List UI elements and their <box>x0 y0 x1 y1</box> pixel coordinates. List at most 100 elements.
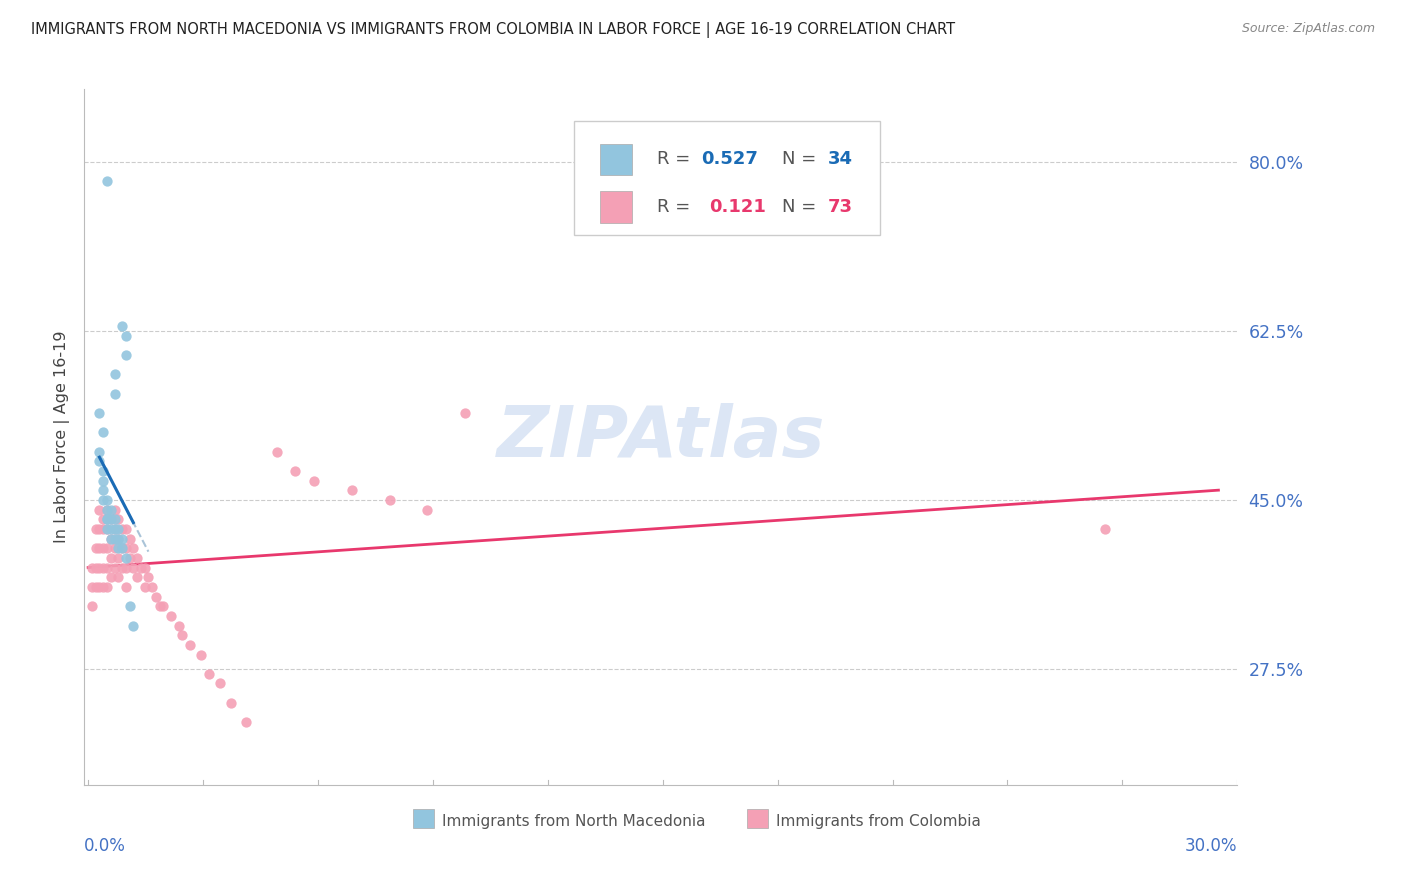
Point <box>96 512 118 526</box>
Point <box>103 368 125 382</box>
Point <box>84 522 107 536</box>
Point <box>100 570 122 584</box>
Point <box>122 560 145 574</box>
Point <box>103 560 125 574</box>
Point <box>100 532 122 546</box>
Point <box>91 464 114 478</box>
Point <box>111 541 134 556</box>
Point <box>96 522 118 536</box>
Point <box>96 560 118 574</box>
Point <box>96 512 118 526</box>
Point <box>91 522 114 536</box>
Point <box>118 599 141 614</box>
Point <box>134 560 156 574</box>
Text: N =: N = <box>782 198 823 216</box>
FancyBboxPatch shape <box>600 192 633 223</box>
Point <box>149 599 172 614</box>
Point <box>221 696 243 710</box>
Point <box>91 560 114 574</box>
Point <box>96 492 118 507</box>
Point <box>80 599 103 614</box>
Point <box>89 541 111 556</box>
Point <box>107 532 129 546</box>
Point <box>122 541 145 556</box>
Point <box>152 599 174 614</box>
Point <box>114 541 136 556</box>
Point <box>100 522 122 536</box>
Point <box>179 638 201 652</box>
Point <box>111 522 134 536</box>
Point <box>160 608 183 623</box>
Point <box>118 532 141 546</box>
FancyBboxPatch shape <box>748 809 768 828</box>
Text: 34: 34 <box>828 150 853 169</box>
Point <box>100 550 122 565</box>
Point <box>89 502 111 516</box>
Point <box>107 522 129 536</box>
Point <box>89 522 111 536</box>
Point <box>96 541 118 556</box>
Point <box>284 464 307 478</box>
Point <box>111 318 134 333</box>
Point <box>114 328 136 343</box>
Point <box>91 512 114 526</box>
Point <box>103 541 125 556</box>
Point <box>107 550 129 565</box>
Point <box>172 628 194 642</box>
Point <box>208 676 231 690</box>
Point <box>84 541 107 556</box>
Point <box>127 550 149 565</box>
Point <box>141 580 163 594</box>
FancyBboxPatch shape <box>575 120 880 235</box>
Point <box>100 532 122 546</box>
Point <box>80 560 103 574</box>
Point <box>91 541 114 556</box>
Text: Source: ZipAtlas.com: Source: ZipAtlas.com <box>1241 22 1375 36</box>
Point <box>100 512 122 526</box>
Point <box>114 348 136 362</box>
Point <box>103 532 125 546</box>
Point <box>1094 522 1116 536</box>
Point <box>302 474 325 488</box>
Point <box>103 512 125 526</box>
Point <box>96 522 118 536</box>
Point <box>145 590 167 604</box>
Text: Immigrants from North Macedonia: Immigrants from North Macedonia <box>441 814 706 830</box>
Point <box>416 502 439 516</box>
Point <box>80 580 103 594</box>
Point <box>91 580 114 594</box>
Text: IMMIGRANTS FROM NORTH MACEDONIA VS IMMIGRANTS FROM COLOMBIA IN LABOR FORCE | AGE: IMMIGRANTS FROM NORTH MACEDONIA VS IMMIG… <box>31 22 955 38</box>
Point <box>114 522 136 536</box>
Point <box>96 580 118 594</box>
Point <box>122 618 145 632</box>
Point <box>89 406 111 420</box>
Point <box>378 492 401 507</box>
Point <box>111 532 134 546</box>
Point <box>190 648 212 662</box>
FancyBboxPatch shape <box>413 809 433 828</box>
Point <box>89 454 111 468</box>
Point <box>96 502 118 516</box>
Point <box>127 570 149 584</box>
Point <box>114 550 136 565</box>
Text: 0.527: 0.527 <box>702 150 758 169</box>
Point <box>111 541 134 556</box>
Point <box>134 580 156 594</box>
Point <box>107 532 129 546</box>
Point <box>96 174 118 188</box>
Point <box>114 580 136 594</box>
Point <box>340 483 363 498</box>
Point <box>138 570 160 584</box>
Point <box>107 541 129 556</box>
Point <box>89 580 111 594</box>
Point <box>103 502 125 516</box>
Point <box>118 550 141 565</box>
Point <box>100 502 122 516</box>
Point <box>129 560 152 574</box>
Point <box>107 512 129 526</box>
Point <box>84 580 107 594</box>
Point <box>103 386 125 401</box>
Point <box>103 522 125 536</box>
Text: 0.0%: 0.0% <box>84 837 127 855</box>
Point <box>197 666 219 681</box>
